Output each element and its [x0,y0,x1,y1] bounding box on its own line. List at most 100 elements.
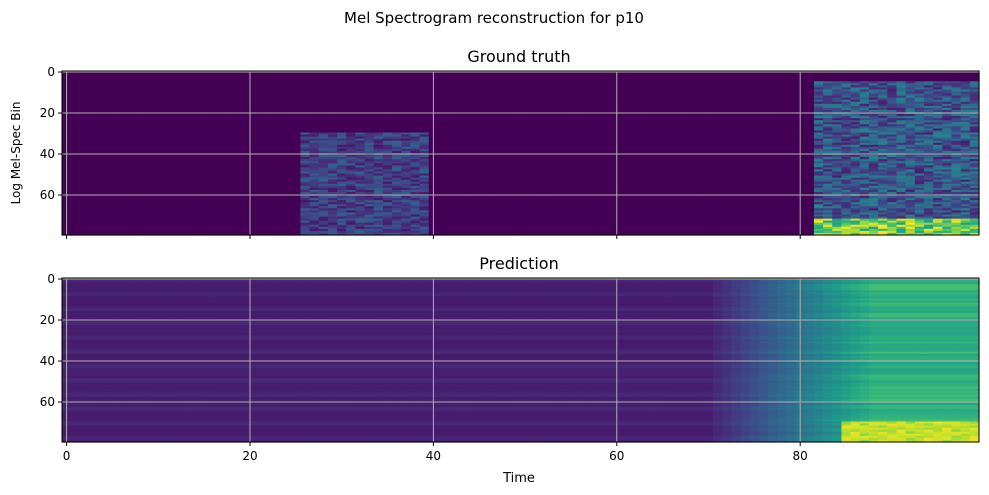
heatmap-cell [236,171,246,175]
heatmap-cell [456,107,467,111]
heatmap-cell [181,224,191,228]
heatmap-cell [483,189,494,193]
heatmap-cell [135,132,146,136]
heatmap-cell [593,214,604,218]
heatmap-cell [548,124,558,127]
heatmap-cell [300,150,311,154]
heatmap-cell [291,200,302,203]
heatmap-cell [447,175,457,179]
heatmap-cell [346,130,357,134]
heatmap-cell [566,75,577,78]
heatmap-cell [144,150,155,154]
heatmap-cell [71,157,81,160]
heatmap-cell [126,89,136,93]
heatmap-cell [538,97,549,101]
heatmap-cell [382,130,393,134]
heatmap-cell [364,230,375,234]
heatmap-cell [117,191,127,195]
heatmap-cell [410,103,421,107]
heatmap-cell [538,175,549,179]
heatmap-cell [80,87,91,91]
heatmap-cell [584,148,595,152]
heatmap-cell [181,226,191,230]
heatmap-cell [89,138,100,142]
heatmap-cell [575,128,586,132]
heatmap-cell [263,73,274,76]
heatmap-cell [502,214,512,218]
heatmap-cell [117,222,127,226]
heatmap-cell [419,97,430,101]
heatmap-cell [282,220,292,224]
heatmap-cell [603,171,613,175]
heatmap-cell [538,171,549,175]
heatmap-cell [474,171,485,175]
heatmap-cell [548,226,558,230]
heatmap-cell [465,179,476,183]
heatmap-cell [392,163,402,166]
heatmap-cell [135,95,146,99]
heatmap-cell [208,187,219,191]
heatmap-cell [520,150,531,154]
heatmap-cell [236,122,246,125]
heatmap-cell [282,232,292,236]
heatmap-cell [337,103,347,107]
heatmap-cell [80,185,91,189]
heatmap-cell [117,126,127,129]
heatmap-cell [630,120,641,123]
heatmap-cell [502,97,512,101]
heatmap-cell [318,169,329,173]
heatmap-cell [373,140,384,144]
heatmap-cell [630,83,641,86]
heatmap-cell [217,189,228,193]
heatmap-cell [217,136,228,140]
heatmap-cell [107,85,118,88]
heatmap-cell [401,157,412,160]
heatmap-cell [272,79,283,82]
heatmap-cell [208,171,219,175]
heatmap-cell [456,120,467,123]
heatmap-cell [465,91,476,95]
heatmap-cell [263,77,274,80]
heatmap-cell [117,101,127,105]
heatmap-cell [492,128,503,132]
heatmap-cell [236,132,246,136]
heatmap-cell [144,83,155,86]
heatmap-cell [291,216,302,220]
heatmap-cell [89,83,100,86]
heatmap-cell [327,200,338,203]
heatmap-cell [327,155,338,158]
heatmap-cell [548,79,558,82]
heatmap-cell [162,77,173,80]
heatmap-cell [603,222,613,226]
heatmap-cell [511,212,522,216]
heatmap-cell [456,202,467,205]
heatmap-cell [447,165,457,168]
heatmap-cell [327,167,338,170]
heatmap-cell [465,173,476,177]
heatmap-cell [364,210,375,214]
heatmap-cell [483,185,494,189]
heatmap-cell [300,83,311,86]
heatmap-cell [548,95,558,99]
heatmap-cell [98,165,109,168]
heatmap-cell [529,177,540,181]
heatmap-cell [300,109,311,113]
heatmap-cell [263,230,274,234]
heatmap-cell [309,208,320,211]
heatmap-cell [272,85,283,88]
heatmap-cell [538,185,549,189]
heatmap-cell [327,165,338,168]
heatmap-cell [71,185,81,189]
heatmap-cell [373,118,384,121]
heatmap-cell [603,198,613,201]
heatmap-cell [153,132,164,136]
heatmap-cell [282,187,292,191]
heatmap-cell [217,81,228,84]
heatmap-cell [309,167,320,170]
heatmap-cell [181,142,191,146]
heatmap-cell [172,208,182,211]
heatmap-cell [630,85,641,88]
heatmap-cell [382,159,393,162]
heatmap-cell [566,77,577,80]
heatmap-cell [254,103,265,107]
